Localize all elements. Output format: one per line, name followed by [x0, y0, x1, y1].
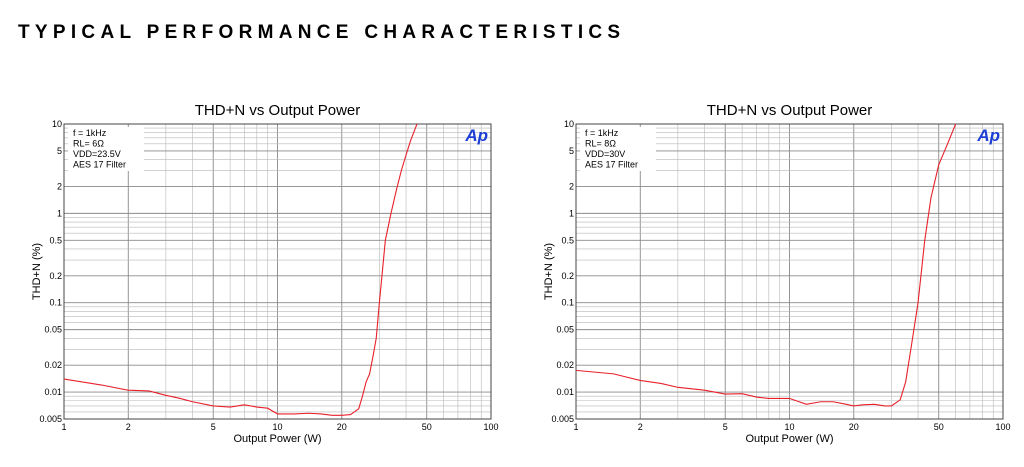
y-tick-label: 0.1: [49, 298, 62, 308]
chart-title: THD+N vs Output Power: [707, 102, 872, 119]
annotation-text: VDD=23.5V: [73, 149, 121, 159]
page-heading: TYPICAL PERFORMANCE CHARACTERISTICS: [18, 22, 626, 43]
y-tick-label: 1: [569, 208, 574, 218]
y-tick-label: 0.2: [49, 271, 62, 281]
y-tick-label: 0.5: [561, 235, 574, 245]
y-tick-label: 0.05: [44, 325, 62, 335]
y-tick-label: 0.01: [44, 387, 62, 397]
ap-logo: Ap: [976, 126, 1000, 145]
x-tick-label: 10: [272, 422, 282, 432]
x-axis-title: Output Power (W): [745, 433, 833, 445]
x-tick-label: 2: [126, 422, 131, 432]
y-tick-label: 0.02: [44, 360, 62, 370]
x-tick-label: 2: [638, 422, 643, 432]
x-tick-label: 20: [849, 422, 859, 432]
annotation-background: [68, 127, 144, 171]
y-tick-label: 10: [52, 119, 62, 129]
x-tick-label: 1: [573, 422, 578, 432]
y-tick-label: 5: [569, 146, 574, 156]
y-tick-label: 0.2: [561, 271, 574, 281]
y-tick-label: 10: [564, 119, 574, 129]
y-tick-label: 0.02: [556, 360, 574, 370]
y-tick-label: 0.005: [39, 414, 62, 424]
x-tick-label: 50: [934, 422, 944, 432]
y-tick-label: 2: [57, 181, 62, 191]
annotation-text: f = 1kHz: [73, 128, 107, 138]
y-axis-title: THD+N (%): [31, 243, 43, 300]
plot-frame: [63, 123, 492, 420]
annotation-background: [580, 127, 656, 171]
x-tick-label: 5: [723, 422, 728, 432]
chart-title: THD+N vs Output Power: [195, 102, 360, 119]
y-tick-label: 2: [569, 181, 574, 191]
annotation-text: VDD=30V: [585, 149, 625, 159]
x-tick-label: 1: [61, 422, 66, 432]
y-axis-title: THD+N (%): [543, 243, 555, 300]
y-tick-label: 0.1: [561, 298, 574, 308]
y-tick-label: 1: [57, 208, 62, 218]
y-tick-label: 0.005: [551, 414, 574, 424]
annotation-text: AES 17 Filter: [73, 160, 126, 170]
y-tick-label: 0.05: [556, 325, 574, 335]
x-axis-title: Output Power (W): [233, 433, 321, 445]
annotation-text: RL= 8Ω: [585, 139, 616, 149]
ap-logo: Ap: [464, 126, 488, 145]
annotation-text: f = 1kHz: [585, 128, 619, 138]
annotation-text: RL= 6Ω: [73, 139, 104, 149]
x-tick-label: 10: [784, 422, 794, 432]
x-tick-label: 20: [337, 422, 347, 432]
y-tick-label: 0.5: [49, 235, 62, 245]
grid: [64, 124, 491, 419]
series-line-thd: [64, 124, 418, 416]
x-tick-label: 50: [422, 422, 432, 432]
annotation-text: AES 17 Filter: [585, 160, 638, 170]
x-tick-label: 5: [211, 422, 216, 432]
y-tick-label: 5: [57, 146, 62, 156]
plot-frame: [575, 123, 1004, 420]
y-tick-label: 0.01: [556, 387, 574, 397]
x-tick-label: 100: [995, 422, 1010, 432]
series-line-thd: [576, 124, 957, 407]
x-tick-label: 100: [483, 422, 498, 432]
